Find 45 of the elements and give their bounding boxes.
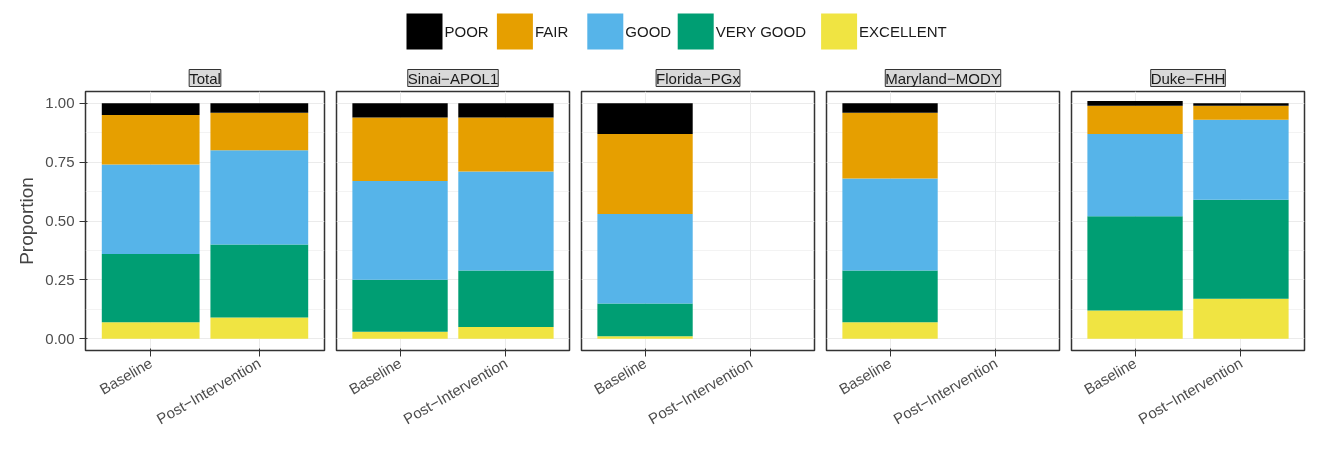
bar [1087,100,1183,106]
bar [1087,310,1183,339]
bar [1193,298,1289,339]
chart-title: Florida−PGx [656,69,741,87]
bar [352,103,448,118]
legend-label: EXCELLENT [859,23,947,40]
bar [101,164,200,254]
bar [458,103,554,118]
bar [1193,199,1289,299]
chart-title: Maryland−MODY [885,69,1001,87]
bar [210,317,309,339]
bar [352,279,448,332]
legend-label: FAIR [534,23,569,40]
bar [1087,216,1183,311]
bar [210,112,309,151]
y-tick-label: 0.75 [45,153,75,171]
chart-title: Sinai−APOL1 [407,69,499,87]
bar [210,103,309,113]
bar [1193,103,1289,106]
legend-label: GOOD [625,23,672,40]
bar [1193,105,1289,120]
bar [458,171,554,271]
bar [352,331,448,339]
bar [458,326,554,339]
bar [210,150,309,245]
bar [1193,119,1289,200]
y-axis-title: Proportion [16,177,38,265]
bar [352,180,448,280]
legend-label: POOR [444,23,489,40]
bar [458,270,554,327]
bar [101,103,200,116]
y-tick-label: 1.00 [45,94,75,112]
bar [101,253,200,323]
bar [1087,133,1183,217]
y-tick-label: 0.25 [45,270,75,288]
bar [101,322,200,339]
y-tick-label: 0.00 [45,329,75,347]
chart-title: Duke−FHH [1150,69,1226,87]
y-tick-label: 0.50 [45,212,75,229]
legend-label: VERY GOOD [715,23,807,40]
bar [458,117,554,172]
bar [101,115,200,165]
bar [210,244,309,318]
bar [352,117,448,181]
bar [1087,105,1183,134]
